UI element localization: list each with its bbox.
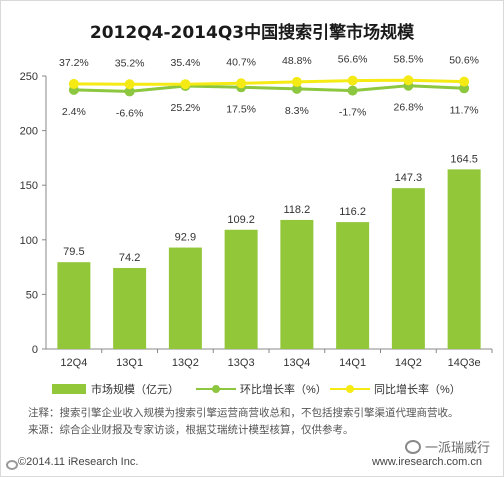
note-text: 注释：搜索引擎企业收入规模为搜索引擎运营商营收总和，不包括搜索引擎渠道代理商营收… <box>28 407 459 419</box>
qoq-line <box>73 84 465 93</box>
bar-value-label: 116.2 <box>339 206 366 218</box>
qoq-value-label: 11.7% <box>450 104 479 116</box>
bar <box>57 262 91 349</box>
bar <box>280 219 314 349</box>
legend-swatch-bar <box>52 384 86 394</box>
y-tick-label: 250 <box>20 71 38 83</box>
yoy-point <box>347 75 358 86</box>
yoy-point <box>236 78 247 89</box>
yoy-value-label: 35.4% <box>170 57 200 69</box>
yoy-value-label: 58.5% <box>393 53 423 65</box>
legend-swatch-yoy <box>330 384 370 394</box>
bar-value-label: 79.5 <box>63 246 84 258</box>
website-text: www.iresearch.com.cn <box>371 456 482 468</box>
legend-swatch-qoq <box>196 384 236 394</box>
bar-value-label: 109.2 <box>227 214 255 226</box>
chart-notes: 注释：搜索引擎企业收入规模为搜索引擎运营商营收总和，不包括搜索引擎渠道代理商营收… <box>28 405 498 439</box>
y-tick-label: 0 <box>32 344 38 356</box>
yoy-line <box>73 78 465 86</box>
yoy-value-label: 50.6% <box>449 55 479 67</box>
qoq-value-label: 2.4% <box>62 106 86 118</box>
bar-value-label: 147.3 <box>395 172 423 184</box>
y-tick-label: 200 <box>20 126 38 138</box>
qoq-point <box>347 85 358 96</box>
qoq-value-label: 8.3% <box>285 105 309 117</box>
yoy-value-label: 40.7% <box>226 56 256 68</box>
yoy-point <box>180 79 191 90</box>
yoy-point <box>68 78 79 89</box>
bar <box>224 229 258 349</box>
y-tick-label: 150 <box>20 180 38 192</box>
legend-label-qoq: 环比增长率（%） <box>240 384 327 396</box>
legend-item-yoy: 同比增长率（%） <box>330 381 461 397</box>
chart-title: 2012Q4-2014Q3中国搜索引擎市场规模 <box>89 23 415 43</box>
bar <box>391 188 425 349</box>
qoq-value-label: -1.7% <box>339 107 366 119</box>
qoq-value-label: 25.2% <box>170 102 200 114</box>
bar-value-label: 118.2 <box>284 204 311 216</box>
x-tick-label: 13Q2 <box>172 357 199 369</box>
qoq-value-label: 26.8% <box>393 102 423 114</box>
source-text: 来源：综合企业财报及专家访谈，根据艾瑞统计模型核算，仅供参考。 <box>28 424 354 436</box>
yoy-value-label: 48.8% <box>282 55 312 67</box>
yoy-value-label: 56.6% <box>338 54 368 66</box>
yoy-value-label: 35.2% <box>115 57 145 69</box>
watermark: 一派瑞威行 <box>404 437 490 456</box>
chart-plot: 0 50 100 150 200 250 79.5 74.2 92.9 109.2 118.2 116… <box>20 53 493 369</box>
legend-label-yoy: 同比增长率（%） <box>374 384 461 396</box>
y-tick-label: 100 <box>20 235 38 247</box>
yoy-value-label: 37.2% <box>59 57 89 69</box>
bar <box>447 169 481 349</box>
legend-item-market-size: 市场规模（亿元） <box>52 381 179 397</box>
qoq-point <box>291 83 302 94</box>
footer: ©2014.11 iResearch Inc. www.iresearch.co… <box>0 456 504 474</box>
x-tick-label: 13Q3 <box>228 357 255 369</box>
yoy-point <box>459 76 470 87</box>
yoy-point <box>124 79 135 90</box>
bar <box>336 222 370 349</box>
x-tick-label: 14Q2 <box>395 357 422 369</box>
bar-value-label: 92.9 <box>175 232 196 244</box>
bar <box>113 267 147 349</box>
yoy-point <box>403 75 414 86</box>
bar-value-label: 74.2 <box>119 252 140 264</box>
bar-value-label: 164.5 <box>450 153 478 165</box>
x-tick-label: 14Q1 <box>339 357 366 369</box>
x-tick-label: 13Q4 <box>283 357 310 369</box>
wechat-icon <box>6 460 18 470</box>
copyright-text: ©2014.11 iResearch Inc. <box>18 456 139 468</box>
legend-item-qoq: 环比增长率（%） <box>196 381 327 397</box>
legend-label-market-size: 市场规模（亿元） <box>91 384 179 396</box>
bar <box>168 247 202 349</box>
watermark-text: 一派瑞威行 <box>424 441 490 456</box>
x-tick-label: 14Q3e <box>448 357 481 369</box>
x-tick-label: 12Q4 <box>60 357 87 369</box>
qoq-point <box>124 86 135 97</box>
yoy-point <box>291 76 302 87</box>
chart-legend: 市场规模（亿元） 环比增长率（%） 同比增长率（%） <box>28 381 498 397</box>
x-tick-label: 13Q1 <box>116 357 143 369</box>
wechat-icon <box>404 439 421 454</box>
qoq-value-label: 17.5% <box>226 103 256 115</box>
qoq-value-label: -6.6% <box>116 107 143 119</box>
y-tick-label: 50 <box>26 289 38 301</box>
